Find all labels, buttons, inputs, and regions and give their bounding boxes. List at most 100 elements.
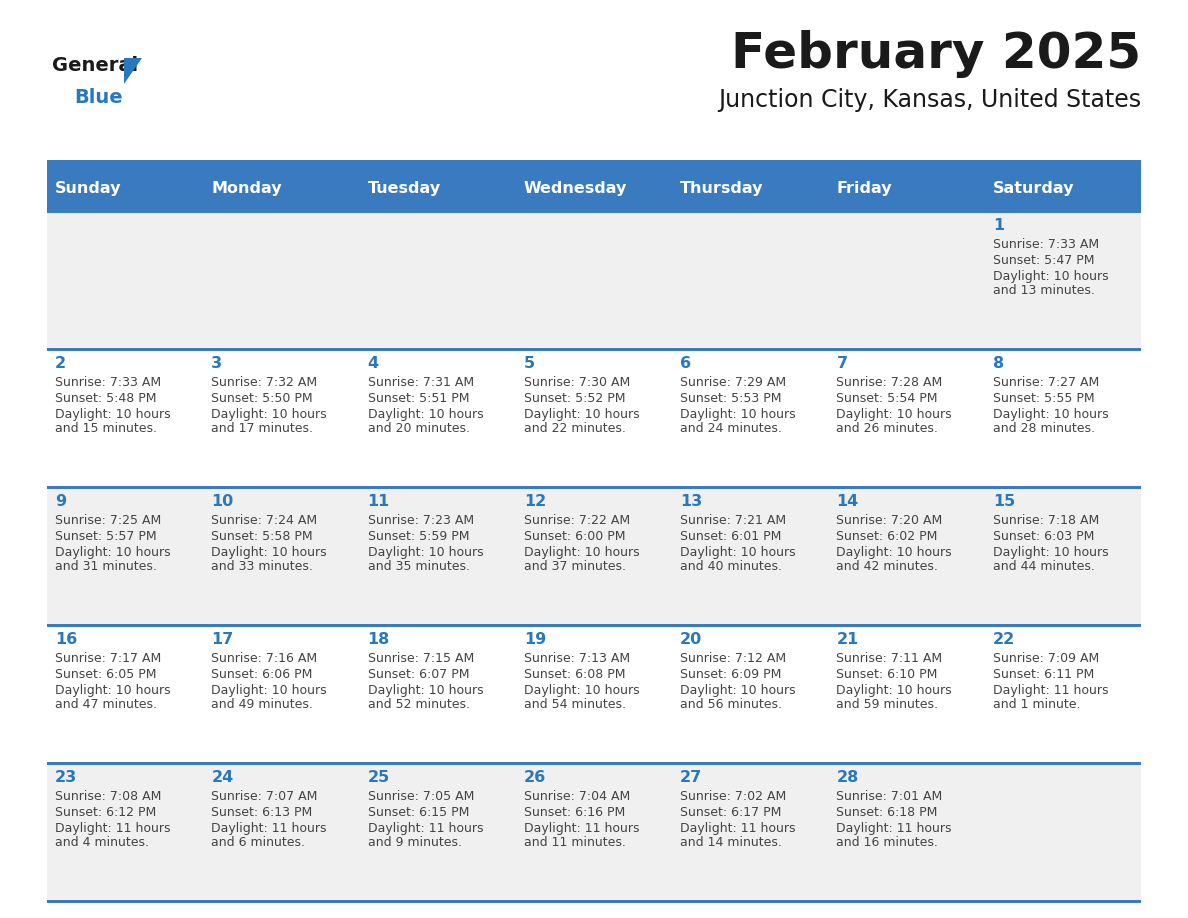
- Text: Sunset: 6:16 PM: Sunset: 6:16 PM: [524, 806, 625, 819]
- Bar: [48, 348, 1140, 486]
- Text: and 56 minutes.: and 56 minutes.: [681, 698, 782, 711]
- Text: Sunset: 6:07 PM: Sunset: 6:07 PM: [367, 668, 469, 681]
- Text: and 6 minutes.: and 6 minutes.: [211, 836, 305, 849]
- Text: Daylight: 10 hours: Daylight: 10 hours: [367, 546, 484, 559]
- Text: Sunrise: 7:17 AM: Sunrise: 7:17 AM: [55, 652, 162, 665]
- Text: 4: 4: [367, 356, 379, 371]
- Text: and 15 minutes.: and 15 minutes.: [55, 422, 157, 435]
- Text: 20: 20: [681, 632, 702, 647]
- Text: Sunrise: 7:13 AM: Sunrise: 7:13 AM: [524, 652, 630, 665]
- Text: 18: 18: [367, 632, 390, 647]
- Text: Blue: Blue: [74, 88, 122, 107]
- Bar: [48, 210, 1140, 348]
- Text: Sunset: 5:47 PM: Sunset: 5:47 PM: [993, 254, 1094, 267]
- Bar: [48, 762, 1140, 900]
- Text: and 44 minutes.: and 44 minutes.: [993, 560, 1094, 573]
- Text: Sunset: 6:12 PM: Sunset: 6:12 PM: [55, 806, 157, 819]
- Text: 15: 15: [993, 494, 1015, 509]
- Bar: [48, 624, 1140, 627]
- Text: and 31 minutes.: and 31 minutes.: [55, 560, 157, 573]
- Text: 17: 17: [211, 632, 234, 647]
- Text: Sunset: 6:01 PM: Sunset: 6:01 PM: [681, 530, 782, 543]
- Text: and 49 minutes.: and 49 minutes.: [211, 698, 314, 711]
- Text: Sunset: 6:13 PM: Sunset: 6:13 PM: [211, 806, 312, 819]
- Polygon shape: [124, 58, 143, 84]
- Text: Daylight: 10 hours: Daylight: 10 hours: [993, 270, 1108, 283]
- Text: 1: 1: [993, 218, 1004, 233]
- Text: Daylight: 10 hours: Daylight: 10 hours: [993, 546, 1108, 559]
- Text: Daylight: 11 hours: Daylight: 11 hours: [993, 684, 1108, 697]
- Text: 24: 24: [211, 770, 234, 785]
- Text: Sunrise: 7:21 AM: Sunrise: 7:21 AM: [681, 514, 786, 527]
- Text: and 16 minutes.: and 16 minutes.: [836, 836, 939, 849]
- Text: Sunrise: 7:28 AM: Sunrise: 7:28 AM: [836, 376, 943, 389]
- Text: Daylight: 10 hours: Daylight: 10 hours: [681, 546, 796, 559]
- Text: Daylight: 10 hours: Daylight: 10 hours: [836, 408, 952, 421]
- Text: Sunrise: 7:11 AM: Sunrise: 7:11 AM: [836, 652, 942, 665]
- Text: Daylight: 10 hours: Daylight: 10 hours: [55, 408, 171, 421]
- Text: and 33 minutes.: and 33 minutes.: [211, 560, 314, 573]
- Text: Sunset: 6:15 PM: Sunset: 6:15 PM: [367, 806, 469, 819]
- Text: 19: 19: [524, 632, 546, 647]
- Text: 13: 13: [681, 494, 702, 509]
- Text: Sunset: 5:58 PM: Sunset: 5:58 PM: [211, 530, 312, 543]
- Text: Sunrise: 7:31 AM: Sunrise: 7:31 AM: [367, 376, 474, 389]
- Text: Sunrise: 7:27 AM: Sunrise: 7:27 AM: [993, 376, 1099, 389]
- Text: Sunrise: 7:09 AM: Sunrise: 7:09 AM: [993, 652, 1099, 665]
- Text: Sunset: 5:51 PM: Sunset: 5:51 PM: [367, 392, 469, 405]
- Text: 2: 2: [55, 356, 67, 371]
- Text: Sunday: Sunday: [55, 181, 121, 196]
- Text: Sunrise: 7:32 AM: Sunrise: 7:32 AM: [211, 376, 317, 389]
- Text: Sunset: 5:52 PM: Sunset: 5:52 PM: [524, 392, 625, 405]
- Bar: [48, 486, 1140, 624]
- Text: Sunrise: 7:24 AM: Sunrise: 7:24 AM: [211, 514, 317, 527]
- Text: Daylight: 11 hours: Daylight: 11 hours: [524, 822, 639, 835]
- Text: 5: 5: [524, 356, 535, 371]
- Text: Junction City, Kansas, United States: Junction City, Kansas, United States: [718, 88, 1140, 112]
- Text: 12: 12: [524, 494, 546, 509]
- Text: and 14 minutes.: and 14 minutes.: [681, 836, 782, 849]
- Text: Daylight: 10 hours: Daylight: 10 hours: [55, 546, 171, 559]
- Text: Monday: Monday: [211, 181, 282, 196]
- Text: 16: 16: [55, 632, 77, 647]
- Text: 25: 25: [367, 770, 390, 785]
- Text: Daylight: 10 hours: Daylight: 10 hours: [524, 684, 639, 697]
- Text: Sunrise: 7:29 AM: Sunrise: 7:29 AM: [681, 376, 786, 389]
- Text: Sunrise: 7:04 AM: Sunrise: 7:04 AM: [524, 790, 630, 803]
- Bar: [48, 166, 1140, 210]
- Text: Sunrise: 7:33 AM: Sunrise: 7:33 AM: [993, 238, 1099, 251]
- Text: and 35 minutes.: and 35 minutes.: [367, 560, 469, 573]
- Text: Tuesday: Tuesday: [367, 181, 441, 196]
- Text: Sunset: 6:08 PM: Sunset: 6:08 PM: [524, 668, 625, 681]
- Text: and 13 minutes.: and 13 minutes.: [993, 284, 1094, 297]
- Text: Sunset: 5:57 PM: Sunset: 5:57 PM: [55, 530, 157, 543]
- Text: Sunrise: 7:16 AM: Sunrise: 7:16 AM: [211, 652, 317, 665]
- Text: Daylight: 10 hours: Daylight: 10 hours: [836, 684, 952, 697]
- Text: 8: 8: [993, 356, 1004, 371]
- Text: Daylight: 11 hours: Daylight: 11 hours: [55, 822, 171, 835]
- Text: Sunset: 6:05 PM: Sunset: 6:05 PM: [55, 668, 157, 681]
- Bar: [48, 348, 1140, 351]
- Text: Daylight: 11 hours: Daylight: 11 hours: [367, 822, 484, 835]
- Text: and 54 minutes.: and 54 minutes.: [524, 698, 626, 711]
- Text: Sunset: 6:18 PM: Sunset: 6:18 PM: [836, 806, 937, 819]
- Text: Sunset: 5:54 PM: Sunset: 5:54 PM: [836, 392, 939, 405]
- Text: and 1 minute.: and 1 minute.: [993, 698, 1080, 711]
- Text: Sunset: 6:03 PM: Sunset: 6:03 PM: [993, 530, 1094, 543]
- Text: and 26 minutes.: and 26 minutes.: [836, 422, 939, 435]
- Text: Daylight: 10 hours: Daylight: 10 hours: [681, 684, 796, 697]
- Text: 26: 26: [524, 770, 546, 785]
- Text: 7: 7: [836, 356, 847, 371]
- Bar: [48, 624, 1140, 762]
- Text: and 11 minutes.: and 11 minutes.: [524, 836, 626, 849]
- Text: and 20 minutes.: and 20 minutes.: [367, 422, 469, 435]
- Text: Daylight: 10 hours: Daylight: 10 hours: [836, 546, 952, 559]
- Text: Sunset: 5:53 PM: Sunset: 5:53 PM: [681, 392, 782, 405]
- Text: Sunset: 5:48 PM: Sunset: 5:48 PM: [55, 392, 157, 405]
- Text: 10: 10: [211, 494, 234, 509]
- Text: Sunset: 6:11 PM: Sunset: 6:11 PM: [993, 668, 1094, 681]
- Text: February 2025: February 2025: [731, 30, 1140, 78]
- Text: Sunset: 6:09 PM: Sunset: 6:09 PM: [681, 668, 782, 681]
- Text: Daylight: 10 hours: Daylight: 10 hours: [211, 546, 327, 559]
- Text: 21: 21: [836, 632, 859, 647]
